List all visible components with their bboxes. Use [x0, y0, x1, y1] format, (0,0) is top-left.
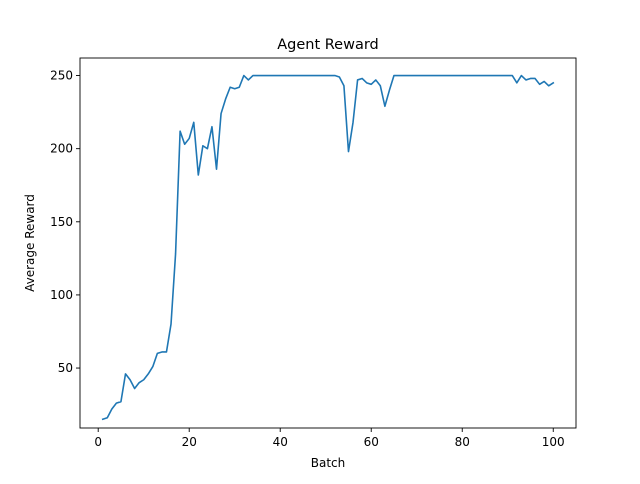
x-tick-label: 0	[94, 435, 102, 449]
x-tick-label: 100	[542, 435, 565, 449]
y-axis-ticks: 50 100 150 200 250	[50, 69, 80, 375]
plot-area-frame	[79, 57, 577, 429]
y-tick-label: 200	[50, 142, 73, 156]
y-tick-label: 150	[50, 215, 73, 229]
y-tick-label: 250	[50, 69, 73, 83]
x-axis-ticks: 0 20 40 60 80 100	[94, 428, 565, 449]
x-tick-label: 40	[273, 435, 288, 449]
reward-series-line	[101, 74, 555, 421]
x-tick-label: 20	[182, 435, 197, 449]
y-axis-label: Average Reward	[23, 194, 37, 292]
y-tick-label: 100	[50, 288, 73, 302]
x-axis-label: Batch	[311, 456, 346, 470]
x-tick-label: 60	[364, 435, 379, 449]
chart-title: Agent Reward	[277, 37, 379, 53]
x-tick-label: 80	[455, 435, 470, 449]
y-tick-label: 50	[58, 361, 73, 375]
